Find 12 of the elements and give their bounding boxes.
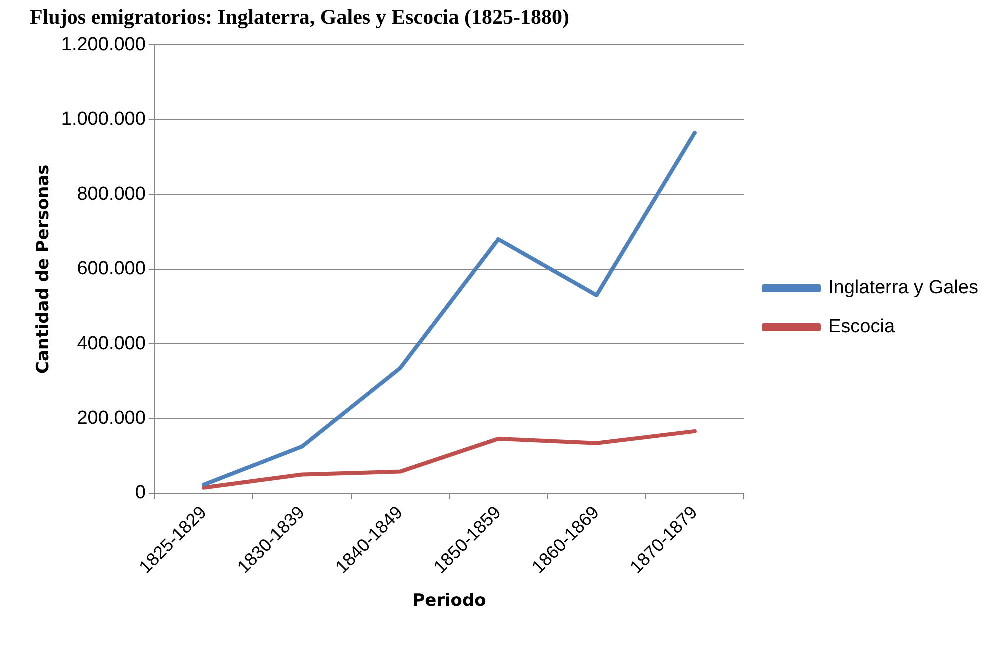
y-tick-label: 0 [135,482,146,504]
x-axis-title: Periodo [412,591,486,612]
y-tick-label: 1.200.000 [61,34,146,56]
y-tick-label: 800.000 [77,184,146,205]
y-tick-label: 400.000 [77,333,146,354]
chart-title: Flujos emigratorios: Inglaterra, Gales y Escocia (1825-1880) [30,5,570,30]
legend-label: Escocia [828,316,896,338]
y-tick-label: 200.000 [77,408,146,429]
y-tick-label: 600.000 [77,258,146,280]
y-tick-label: 1.000.000 [61,109,146,130]
legend-label: Inglaterra y Gales [828,278,978,299]
y-axis-title: Cantidad de Personas [34,164,54,374]
